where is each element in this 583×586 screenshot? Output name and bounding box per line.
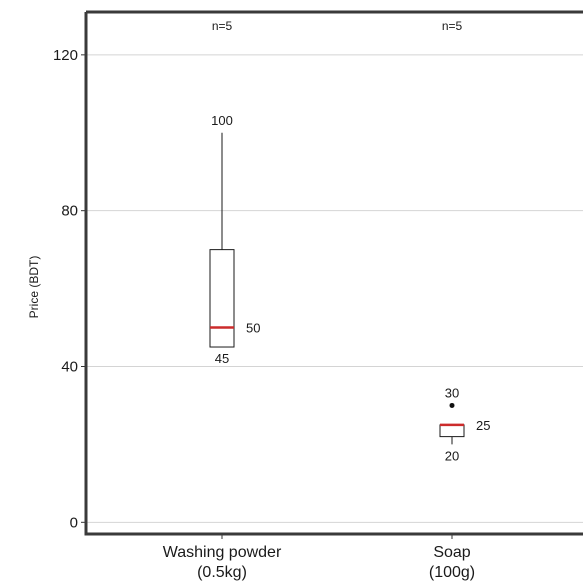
value-label: 100 <box>211 113 233 128</box>
value-label: 45 <box>215 351 229 366</box>
y-tick-label: 40 <box>61 358 78 375</box>
box-iqr <box>209 249 235 348</box>
y-tick-label: 120 <box>53 47 78 64</box>
x-tick-label: (0.5kg) <box>197 564 247 581</box>
value-label: 20 <box>445 448 459 463</box>
grid-lines <box>86 54 583 523</box>
y-tick-label: 80 <box>61 203 78 220</box>
y-axis: 0 40 80 120 <box>53 47 86 531</box>
n-count-label: n=5 <box>212 19 233 33</box>
value-label: 30 <box>445 385 459 400</box>
x-axis: Washing powder (0.5kg) Soap (100g) <box>163 534 475 581</box>
x-tick-label: Washing powder <box>163 544 282 561</box>
box-iqr <box>439 424 465 438</box>
boxes: 100 50 45 n=5 30 25 20 n=5 <box>209 19 490 463</box>
n-count-label: n=5 <box>442 19 463 33</box>
outlier-point <box>449 402 455 408</box>
panel-border <box>84 12 583 536</box>
value-label: 50 <box>246 321 260 336</box>
x-tick-label: Soap <box>433 544 470 561</box>
y-tick-label: 0 <box>70 514 78 531</box>
x-tick-label: (100g) <box>429 564 475 581</box>
value-label: 25 <box>476 418 490 433</box>
y-axis-title: Price (BDT) <box>27 256 41 319</box>
box-group: 30 25 20 n=5 <box>439 19 490 463</box>
box-group: 100 50 45 n=5 <box>209 19 260 366</box>
